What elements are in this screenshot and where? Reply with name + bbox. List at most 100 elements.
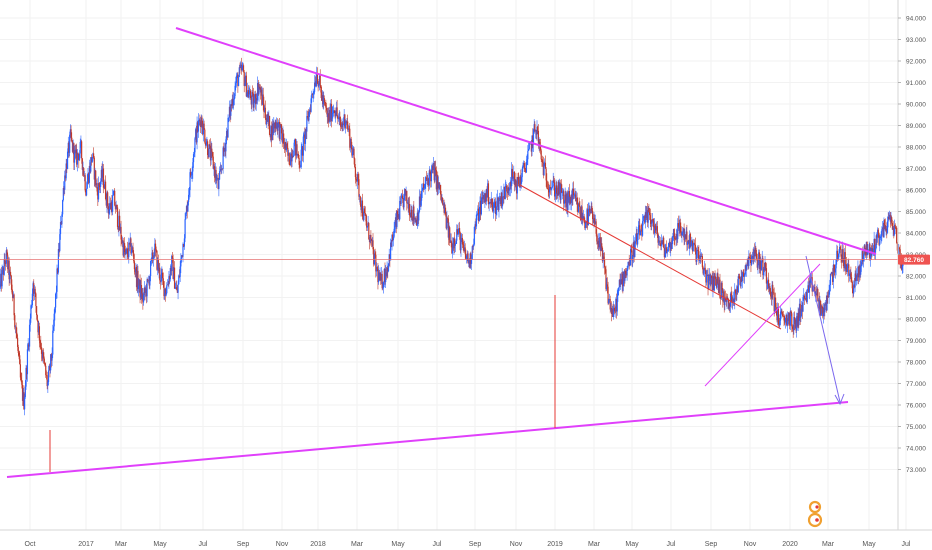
candle-body <box>187 201 189 212</box>
x-tick-label: 2018 <box>310 541 326 548</box>
candle-body <box>878 233 880 245</box>
candle-body <box>880 235 882 237</box>
candle-body <box>126 248 128 250</box>
candle-body <box>169 267 171 280</box>
candle-body <box>734 289 737 294</box>
candle-body <box>397 214 399 218</box>
candle-body <box>351 147 353 156</box>
candle-body <box>396 211 398 227</box>
candle-body <box>173 267 175 280</box>
candle-body <box>766 282 768 284</box>
candle-body <box>123 243 126 253</box>
candle-body <box>879 236 882 239</box>
candle-body <box>765 268 768 284</box>
projection-arrow[interactable] <box>805 255 841 403</box>
candle-body <box>534 124 536 132</box>
descending-resistance-line[interactable] <box>175 27 877 255</box>
minor-resistance-line[interactable] <box>519 184 782 330</box>
candle-body <box>33 283 35 294</box>
candle-body <box>809 280 811 283</box>
trendlines[interactable] <box>6 27 877 478</box>
candle-body <box>146 279 148 297</box>
candle-body <box>628 261 630 266</box>
candle-body <box>832 264 834 282</box>
candle-body <box>459 232 461 251</box>
candle-body <box>114 190 116 206</box>
candle-body <box>887 217 889 222</box>
candle-body <box>822 307 825 317</box>
candle-body <box>720 282 722 299</box>
candle-body <box>406 202 409 204</box>
candle-body <box>280 124 282 125</box>
candle-body <box>330 103 333 122</box>
candle-body <box>626 269 628 276</box>
candle-body <box>674 237 676 239</box>
candle-body <box>493 202 495 208</box>
candle-body <box>409 203 411 216</box>
candle-body <box>108 208 110 214</box>
candle-body <box>591 210 594 220</box>
candle-body <box>369 235 371 243</box>
candle-body <box>487 183 490 205</box>
candle-body <box>321 92 323 101</box>
candle-body <box>537 126 539 131</box>
candle-body <box>177 284 179 293</box>
candle-body <box>322 95 324 105</box>
x-tick-label: May <box>625 541 639 548</box>
candle-body <box>133 261 136 270</box>
ascending-support-line[interactable] <box>6 401 849 478</box>
candle-body <box>739 278 741 287</box>
candle-body <box>265 118 267 125</box>
candle-body <box>247 90 249 93</box>
candle-body <box>76 149 78 165</box>
candle-body <box>699 256 701 261</box>
candle-body <box>447 218 449 238</box>
candle-body <box>79 141 81 154</box>
candle-body <box>377 269 379 283</box>
candle-body <box>512 177 514 179</box>
candle-body <box>708 274 711 276</box>
candle-body <box>612 308 614 317</box>
candle-body <box>385 272 387 277</box>
candle-body <box>805 291 807 300</box>
candle-body <box>511 168 513 179</box>
candle-body <box>159 267 161 281</box>
candle-body <box>532 129 535 145</box>
candle-body <box>691 240 694 252</box>
candle-body <box>587 209 589 225</box>
price-axis[interactable]: 73.000 74.000 75.000 76.000 77.000 78.000 79.0… <box>897 0 926 530</box>
time-axis[interactable]: Oct 2017 Mar May Jul Sep Nov 2018 Mar May Jul Sep No… <box>0 529 932 548</box>
candle-body <box>294 138 296 143</box>
candle-body <box>502 196 504 198</box>
candle-body <box>553 180 555 183</box>
candle-body <box>527 150 529 160</box>
candle-body <box>667 247 669 252</box>
candle-body <box>893 227 895 235</box>
current-price-label: 82.760 <box>904 257 924 264</box>
candle-body <box>170 267 172 272</box>
candle-body <box>188 194 190 202</box>
candle-body <box>638 225 640 228</box>
candle-body <box>523 162 525 166</box>
candle-body <box>333 110 335 111</box>
x-tick-label: 2019 <box>547 541 563 548</box>
candle-body <box>744 274 746 277</box>
candle-body <box>536 126 538 135</box>
candle-body <box>783 316 785 321</box>
candle-body <box>658 241 660 243</box>
rising-support-line[interactable] <box>704 263 821 387</box>
candle-body <box>684 234 687 239</box>
candle-body <box>713 273 715 291</box>
candle-body <box>420 200 422 206</box>
candle-body <box>386 267 388 277</box>
candle-body <box>542 159 544 163</box>
candle-body <box>525 169 527 173</box>
candle-body <box>195 129 197 139</box>
candle-body <box>24 397 26 410</box>
candle-body <box>204 129 206 143</box>
candle-body <box>589 212 592 214</box>
candle-body <box>477 208 479 214</box>
candle-body <box>300 149 302 168</box>
candle-body <box>419 196 421 206</box>
